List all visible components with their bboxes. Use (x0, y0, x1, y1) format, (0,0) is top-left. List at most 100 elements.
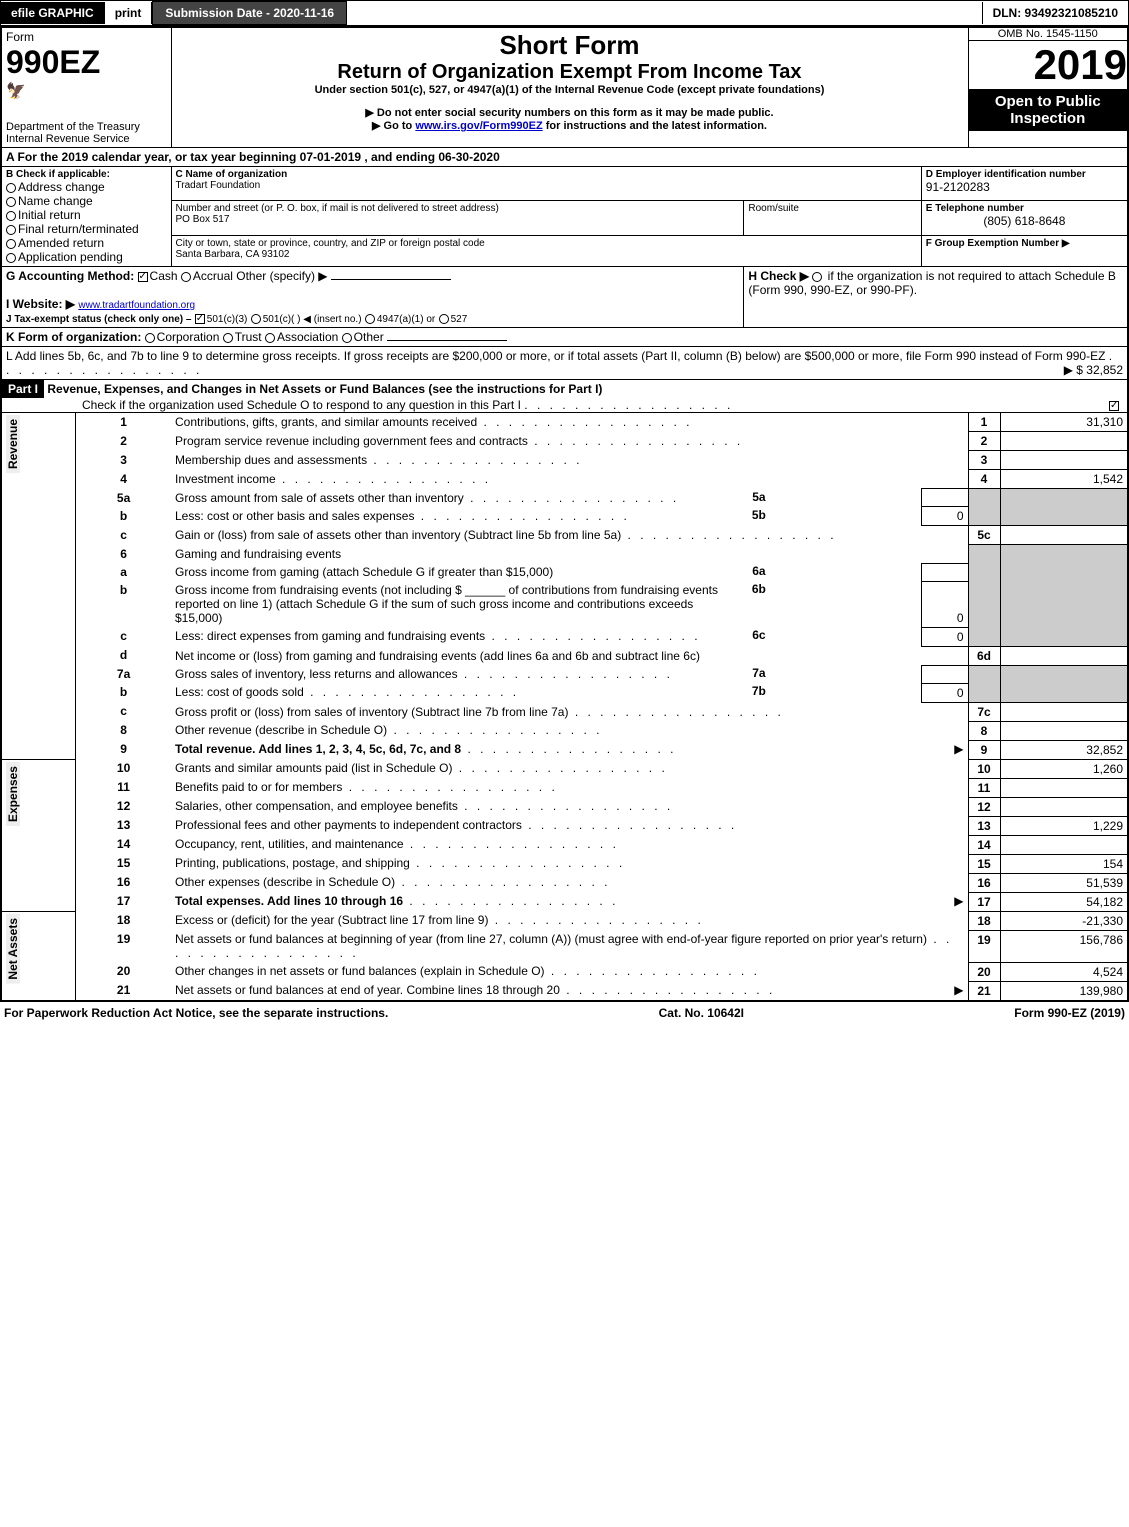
box-f-label: F Group Exemption Number ▶ (926, 238, 1123, 249)
line6c-sub: 6c (744, 627, 774, 643)
line21-amt: 139,980 (1000, 981, 1128, 1001)
line6b-sub: 6b (744, 581, 774, 597)
line16-amt: 51,539 (1000, 873, 1128, 892)
org-other[interactable]: Other (342, 330, 384, 344)
status-527[interactable]: 527 (439, 311, 468, 325)
ein-value: 91-2120283 (926, 180, 1123, 194)
org-corporation[interactable]: Corporation (145, 330, 220, 344)
line1-num: 1 (76, 413, 171, 432)
line18-num: 18 (76, 911, 171, 930)
checkbox-initial-return[interactable]: Initial return (6, 208, 167, 222)
line5a-desc: Gross amount from sale of assets other t… (175, 491, 464, 505)
short-form-title: Short Form (176, 30, 964, 61)
line12-num: 12 (76, 797, 171, 816)
part-i-badge: Part I (2, 380, 44, 398)
line12-ln: 12 (968, 797, 1000, 816)
line17-num: 17 (76, 892, 171, 911)
line11-desc: Benefits paid to or for members (175, 780, 342, 794)
status-4947[interactable]: 4947(a)(1) or (365, 311, 435, 325)
line19-num: 19 (76, 930, 171, 962)
line13-num: 13 (76, 816, 171, 835)
line4-ln: 4 (968, 470, 1000, 489)
line12-desc: Salaries, other compensation, and employ… (175, 799, 458, 813)
status-501c3[interactable]: 501(c)(3) (195, 311, 248, 325)
irs-url-link[interactable]: www.irs.gov/Form990EZ (415, 120, 542, 132)
line10-amt: 1,260 (1000, 759, 1128, 778)
line13-amt: 1,229 (1000, 816, 1128, 835)
line6d-num: d (76, 646, 171, 665)
checkbox-final-return[interactable]: Final return/terminated (6, 222, 167, 236)
line10-desc: Grants and similar amounts paid (list in… (175, 761, 452, 775)
org-association[interactable]: Association (265, 330, 338, 344)
line3-amt (1000, 451, 1128, 470)
line8-num: 8 (76, 721, 171, 740)
line2-amt (1000, 432, 1128, 451)
box-c-label: C Name of organization (176, 169, 917, 180)
footer-left: For Paperwork Reduction Act Notice, see … (4, 1006, 388, 1020)
line6a-subamt (921, 563, 968, 581)
line13-desc: Professional fees and other payments to … (175, 818, 522, 832)
line9-num: 9 (76, 740, 171, 759)
part-i-title: Revenue, Expenses, and Changes in Net As… (47, 382, 602, 396)
room-label: Room/suite (748, 203, 916, 214)
phone-value: (805) 618-8648 (926, 214, 1123, 228)
line6c-num: c (76, 627, 171, 646)
line7c-desc: Gross profit or (loss) from sales of inv… (175, 705, 568, 719)
netassets-section-label: Net Assets (6, 914, 20, 984)
line-a-tax-period: A For the 2019 calendar year, or tax yea… (1, 148, 1128, 167)
line-g-label: G Accounting Method: (6, 269, 134, 283)
checkbox-amended-return[interactable]: Amended return (6, 236, 167, 250)
under-section-text: Under section 501(c), 527, or 4947(a)(1)… (176, 84, 964, 96)
return-title: Return of Organization Exempt From Incom… (176, 61, 964, 84)
line5b-num: b (76, 507, 171, 526)
line14-num: 14 (76, 835, 171, 854)
line20-ln: 20 (968, 962, 1000, 981)
line17-ln: 17 (968, 892, 1000, 911)
accounting-other[interactable]: Other (specify) ▶ (236, 269, 327, 283)
print-button[interactable]: print (105, 2, 153, 24)
checkbox-address-change[interactable]: Address change (6, 180, 167, 194)
line15-num: 15 (76, 854, 171, 873)
line3-desc: Membership dues and assessments (175, 453, 367, 467)
line21-ln: 21 (968, 981, 1000, 1001)
line5a-subamt (921, 489, 968, 507)
org-other-input[interactable] (387, 340, 507, 341)
schedule-b-checkbox[interactable] (812, 269, 824, 283)
part-i-checkbox[interactable] (1109, 398, 1127, 412)
status-501c[interactable]: 501(c)( ) ◀ (insert no.) (251, 311, 362, 325)
accounting-other-input[interactable] (331, 279, 451, 280)
line15-desc: Printing, publications, postage, and shi… (175, 856, 410, 870)
line14-ln: 14 (968, 835, 1000, 854)
line16-num: 16 (76, 873, 171, 892)
line7a-subamt (921, 665, 968, 683)
line7b-desc: Less: cost of goods sold (175, 685, 304, 699)
line16-ln: 16 (968, 873, 1000, 892)
line11-amt (1000, 778, 1128, 797)
accounting-cash-checkbox[interactable]: Cash (138, 269, 178, 283)
dots-parti (524, 398, 733, 412)
line6a-sub: 6a (744, 563, 774, 579)
line-l-text: L Add lines 5b, 6c, and 7b to line 9 to … (6, 349, 1105, 363)
goto-link-line: ▶ Go to www.irs.gov/Form990EZ for instru… (176, 119, 964, 132)
checkbox-name-change[interactable]: Name change (6, 194, 167, 208)
line7c-num: c (76, 702, 171, 721)
line20-amt: 4,524 (1000, 962, 1128, 981)
ssn-notice: ▶ Do not enter social security numbers o… (176, 106, 964, 119)
line14-desc: Occupancy, rent, utilities, and maintena… (175, 837, 404, 851)
line6c-subamt: 0 (921, 627, 968, 646)
accounting-accrual-checkbox[interactable]: Accrual (181, 269, 233, 283)
line18-ln: 18 (968, 911, 1000, 930)
line4-desc: Investment income (175, 472, 276, 486)
org-trust[interactable]: Trust (223, 330, 262, 344)
line7a-desc: Gross sales of inventory, less returns a… (175, 667, 458, 681)
checkbox-application-pending[interactable]: Application pending (6, 250, 167, 264)
efile-graphic-button[interactable]: efile GRAPHIC (1, 2, 105, 24)
line5a-num: 5a (76, 489, 171, 507)
tax-year: 2019 (969, 41, 1128, 89)
line9-desc: Total revenue. Add lines 1, 2, 3, 4, 5c,… (175, 742, 461, 756)
line6-num: 6 (76, 545, 171, 564)
line7a-sub: 7a (744, 665, 774, 681)
line1-desc: Contributions, gifts, grants, and simila… (175, 415, 477, 429)
website-link[interactable]: www.tradartfoundation.org (78, 300, 195, 311)
line2-desc: Program service revenue including govern… (175, 434, 528, 448)
